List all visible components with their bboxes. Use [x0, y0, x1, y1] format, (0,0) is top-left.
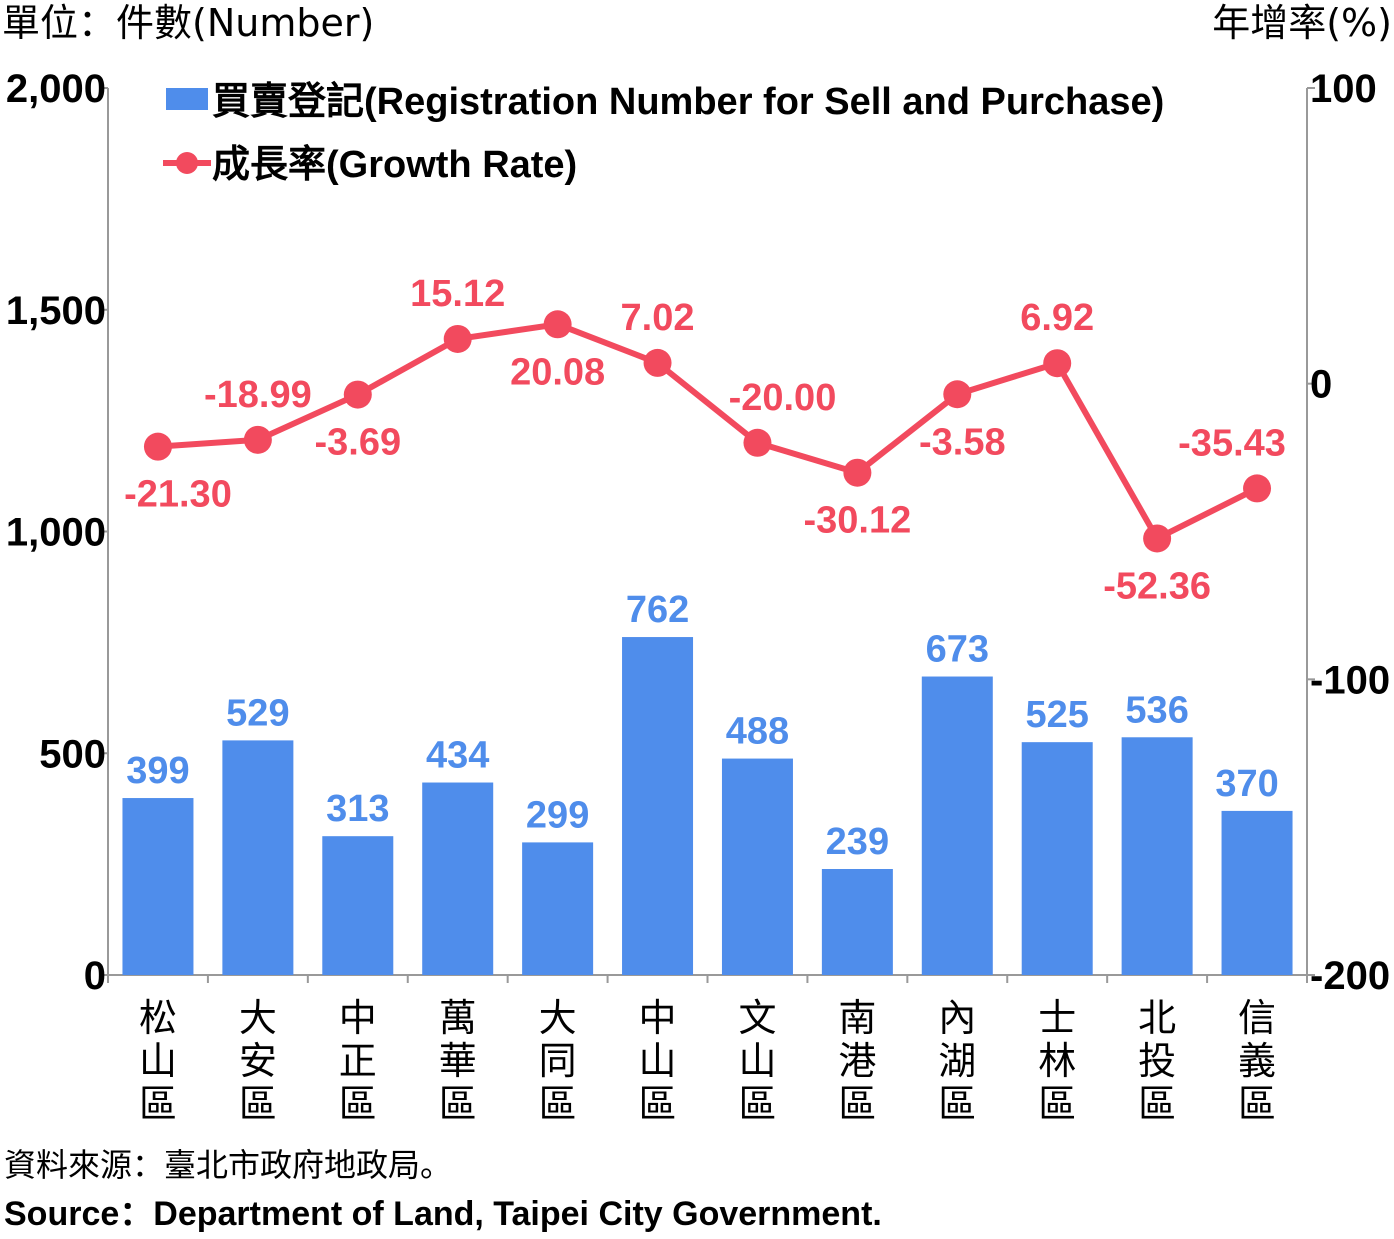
growth-rate-line: [157, 321, 1259, 542]
growth-rate-data-label: -35.43: [1178, 422, 1286, 464]
right-tick-label: -200: [1310, 954, 1390, 998]
growth-rate-point: [1143, 524, 1172, 553]
legend-bar-swatch: [166, 88, 208, 110]
right-tick-label: 0: [1310, 363, 1332, 407]
category-label: 士林區: [1038, 996, 1076, 1126]
category-label: 萬華區: [439, 996, 477, 1126]
category-label: 北投區: [1138, 996, 1176, 1126]
source-zh: 資料來源：臺北市政府地政局。: [4, 1146, 453, 1184]
growth-rate-data-label: -18.99: [204, 374, 312, 416]
growth-rate-point: [143, 432, 172, 461]
bar-data-label: 434: [426, 735, 489, 777]
category-labels: 松山區 大安區 中正區 萬華區 大同區 中山區 文山區 南港區 內湖區 士林區 北投區 信義區: [139, 996, 1276, 1126]
growth-rate-data-label: -52.36: [1103, 565, 1211, 607]
growth-rate-point: [243, 425, 272, 454]
bar-data-label: 399: [126, 750, 189, 792]
bar-data-label: 525: [1026, 694, 1089, 736]
right-unit-label: 年增率(%): [1212, 1, 1392, 45]
bar: [522, 842, 594, 975]
bar-data-label: 673: [926, 629, 989, 671]
bar: [921, 676, 993, 975]
bar: [422, 782, 494, 975]
bar: [322, 836, 394, 975]
legend: 買賣登記(Registration Number for Sell and Pu…: [163, 81, 1164, 186]
growth-rate-data-label: 20.08: [510, 351, 605, 393]
bar-series: [122, 637, 1293, 975]
growth-rate-point: [943, 380, 972, 409]
growth-rate-data-label: -30.12: [804, 500, 912, 542]
bar: [222, 740, 294, 975]
growth-rate-data-label: -3.58: [919, 421, 1006, 463]
growth-rate-point: [1043, 349, 1072, 378]
left-tick-label: 1,000: [6, 511, 106, 555]
left-unit-label: 單位：件數(Number): [2, 1, 374, 45]
left-tick-label: 0: [84, 954, 106, 998]
growth-rate-data-label: -21.30: [124, 474, 232, 516]
growth-rate-point: [643, 348, 672, 377]
bar-data-labels: 399 529 313 434 299 762 488 239 673 525 536 370: [126, 589, 1278, 863]
bar-data-label: 488: [726, 711, 789, 753]
bar: [622, 637, 694, 975]
legend-line-label: 成長率(Growth Rate): [212, 144, 577, 186]
growth-rate-data-label: 15.12: [410, 273, 505, 315]
category-label: 內湖區: [938, 996, 976, 1126]
growth-rate-point: [443, 324, 472, 353]
growth-rate-point: [743, 428, 772, 457]
growth-rate-point: [1243, 474, 1272, 503]
category-label: 大安區: [239, 996, 277, 1126]
left-tick-label: 2,000: [6, 67, 106, 111]
category-label: 文山區: [738, 996, 776, 1126]
bar: [721, 758, 793, 975]
category-label: 大同區: [539, 996, 577, 1126]
bar: [1021, 742, 1093, 975]
category-label: 南港區: [838, 996, 876, 1126]
growth-rate-data-label: -20.00: [729, 377, 837, 419]
left-tick-label: 1,500: [6, 289, 106, 333]
bar-data-label: 536: [1125, 689, 1188, 731]
bar-data-label: 370: [1215, 763, 1278, 805]
category-label: 信義區: [1238, 996, 1276, 1126]
growth-rate-point: [543, 310, 572, 339]
bar: [821, 869, 893, 975]
bar: [1121, 737, 1193, 975]
growth-rate-point: [343, 380, 372, 409]
category-label: 中正區: [339, 996, 377, 1126]
right-tick-label: -100: [1310, 658, 1390, 702]
bar: [1221, 810, 1293, 975]
legend-line-marker: [176, 152, 198, 174]
growth-rate-point: [843, 458, 872, 487]
bar-data-label: 239: [826, 821, 889, 863]
category-label: 松山區: [139, 996, 177, 1126]
growth-rate-series: [143, 310, 1272, 553]
growth-rate-data-label: 6.92: [1020, 297, 1094, 339]
source-en: Source：Department of Land, Taipei City G…: [4, 1195, 882, 1233]
category-label: 中山區: [639, 996, 677, 1126]
bar-data-label: 762: [626, 589, 689, 631]
growth-rate-data-label: -3.69: [314, 422, 401, 464]
growth-rate-data-label: 7.02: [621, 297, 695, 339]
bar-data-label: 529: [226, 692, 289, 734]
bar-data-label: 299: [526, 794, 589, 836]
right-tick-label: 100: [1310, 67, 1377, 111]
axes: 0 500 1,000 1,500 2,000 -200 -100 0 100: [6, 67, 1390, 998]
left-tick-label: 500: [39, 732, 106, 776]
legend-bar-label: 買賣登記(Registration Number for Sell and Pu…: [212, 81, 1164, 123]
bar: [122, 798, 194, 975]
bar-data-label: 313: [326, 788, 389, 830]
